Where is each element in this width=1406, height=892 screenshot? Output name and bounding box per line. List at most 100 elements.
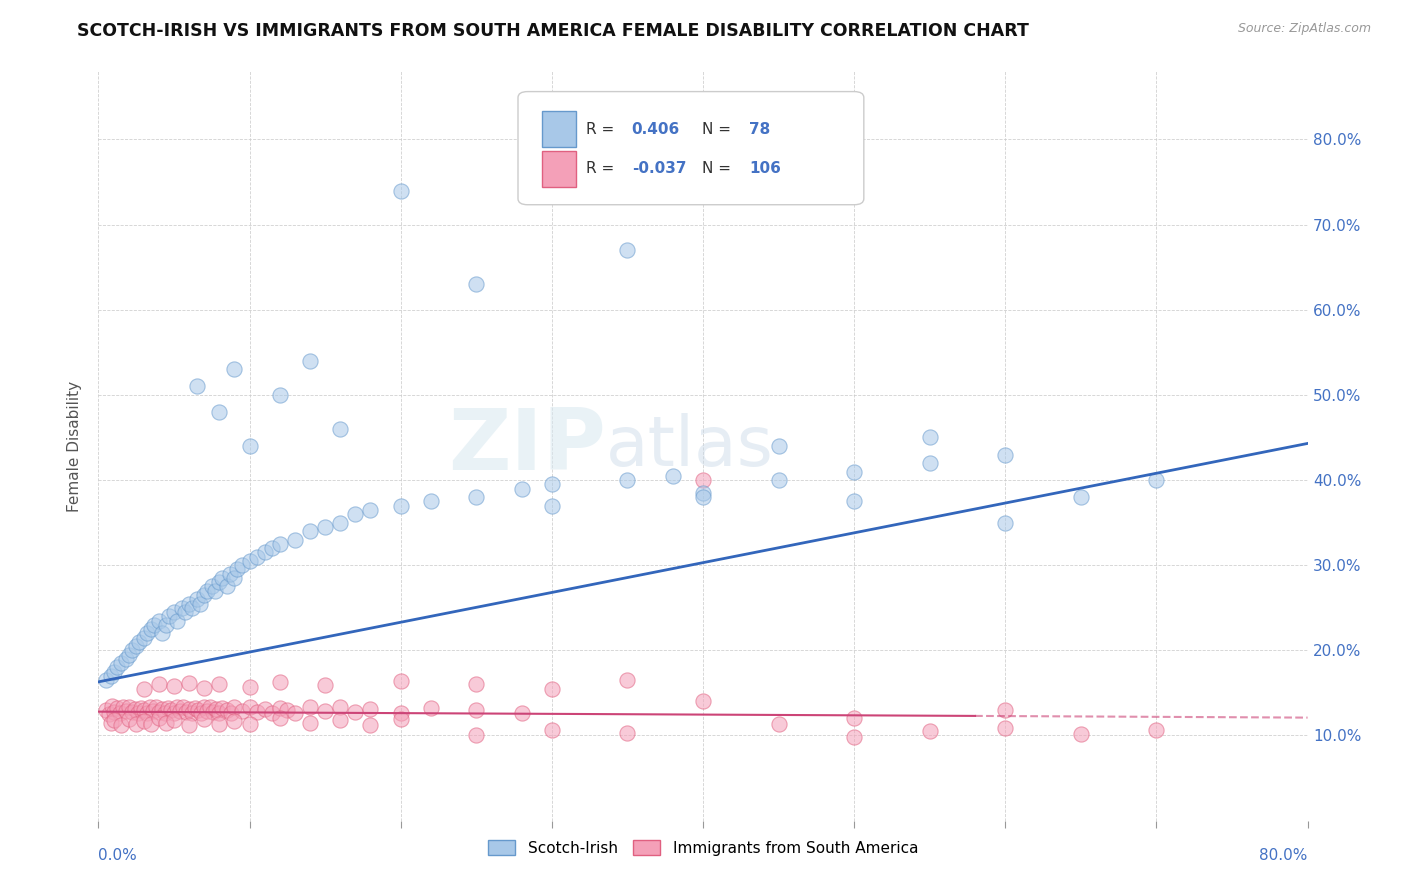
Point	[169, 704, 191, 718]
Text: SCOTCH-IRISH VS IMMIGRANTS FROM SOUTH AMERICA FEMALE DISABILITY CORRELATION CHAR: SCOTCH-IRISH VS IMMIGRANTS FROM SOUTH AM…	[77, 22, 1029, 40]
Point	[184, 701, 207, 715]
Point	[141, 622, 163, 636]
Point	[110, 656, 132, 670]
Text: -0.037: -0.037	[631, 161, 686, 177]
Point	[98, 707, 121, 722]
Point	[1070, 490, 1092, 504]
Point	[224, 714, 246, 728]
Point	[195, 583, 218, 598]
Point	[389, 673, 412, 688]
Point	[239, 439, 262, 453]
Point	[224, 362, 246, 376]
Point	[616, 726, 638, 740]
Point	[186, 592, 208, 607]
Point	[299, 524, 322, 538]
Legend: Scotch-Irish, Immigrants from South America: Scotch-Irish, Immigrants from South Amer…	[482, 833, 924, 862]
Point	[540, 681, 562, 696]
Point	[153, 706, 176, 721]
Point	[239, 699, 262, 714]
Point	[208, 716, 231, 731]
Point	[103, 705, 125, 719]
FancyBboxPatch shape	[543, 151, 576, 186]
Point	[179, 702, 201, 716]
Point	[692, 473, 714, 487]
Point	[510, 482, 533, 496]
Point	[918, 430, 941, 444]
Point	[155, 715, 177, 730]
Point	[155, 617, 177, 632]
Point	[100, 715, 122, 730]
Text: 0.0%: 0.0%	[98, 847, 138, 863]
Point	[173, 605, 195, 619]
Point	[465, 277, 488, 292]
Point	[465, 729, 488, 743]
Point	[692, 490, 714, 504]
Point	[219, 566, 242, 581]
Point	[994, 516, 1017, 530]
Point	[159, 609, 181, 624]
Point	[166, 614, 188, 628]
Point	[299, 700, 322, 714]
Point	[269, 674, 291, 689]
Point	[135, 706, 157, 720]
Point	[276, 703, 298, 717]
FancyBboxPatch shape	[517, 92, 863, 205]
Point	[239, 554, 262, 568]
Point	[253, 545, 276, 559]
Point	[844, 711, 866, 725]
Point	[692, 694, 714, 708]
Point	[1144, 723, 1167, 738]
Text: N =: N =	[702, 161, 735, 177]
Point	[145, 699, 167, 714]
Point	[211, 701, 233, 715]
Point	[389, 499, 412, 513]
Point	[215, 703, 238, 717]
Text: Source: ZipAtlas.com: Source: ZipAtlas.com	[1237, 22, 1371, 36]
Point	[187, 703, 209, 717]
Text: R =: R =	[586, 121, 619, 136]
Point	[132, 681, 155, 696]
Point	[105, 660, 128, 674]
Point	[231, 704, 253, 718]
Point	[181, 706, 204, 721]
Point	[314, 704, 336, 718]
Point	[163, 605, 186, 619]
Point	[188, 597, 211, 611]
Point	[103, 713, 125, 727]
Point	[190, 706, 212, 720]
Point	[110, 718, 132, 732]
Point	[163, 679, 186, 693]
Point	[148, 614, 170, 628]
Point	[148, 705, 170, 719]
Text: R =: R =	[586, 161, 619, 177]
Point	[127, 706, 149, 721]
Point	[124, 702, 146, 716]
Point	[202, 705, 225, 719]
Point	[768, 439, 790, 453]
Point	[125, 639, 148, 653]
Point	[166, 700, 188, 714]
Point	[299, 715, 322, 730]
Point	[226, 562, 249, 576]
Point	[510, 706, 533, 720]
Point	[193, 700, 215, 714]
Point	[344, 705, 367, 719]
Point	[121, 705, 143, 719]
Point	[994, 448, 1017, 462]
Point	[465, 490, 488, 504]
Text: 0.406: 0.406	[631, 121, 681, 136]
Point	[344, 507, 367, 521]
Point	[269, 701, 291, 715]
Point	[193, 681, 215, 695]
Point	[284, 706, 307, 720]
FancyBboxPatch shape	[543, 112, 576, 147]
Point	[174, 705, 197, 719]
Point	[329, 699, 352, 714]
Text: 106: 106	[749, 161, 780, 177]
Point	[100, 669, 122, 683]
Point	[143, 617, 166, 632]
Point	[118, 712, 141, 726]
Point	[128, 635, 150, 649]
Point	[114, 704, 136, 718]
Point	[221, 706, 243, 720]
